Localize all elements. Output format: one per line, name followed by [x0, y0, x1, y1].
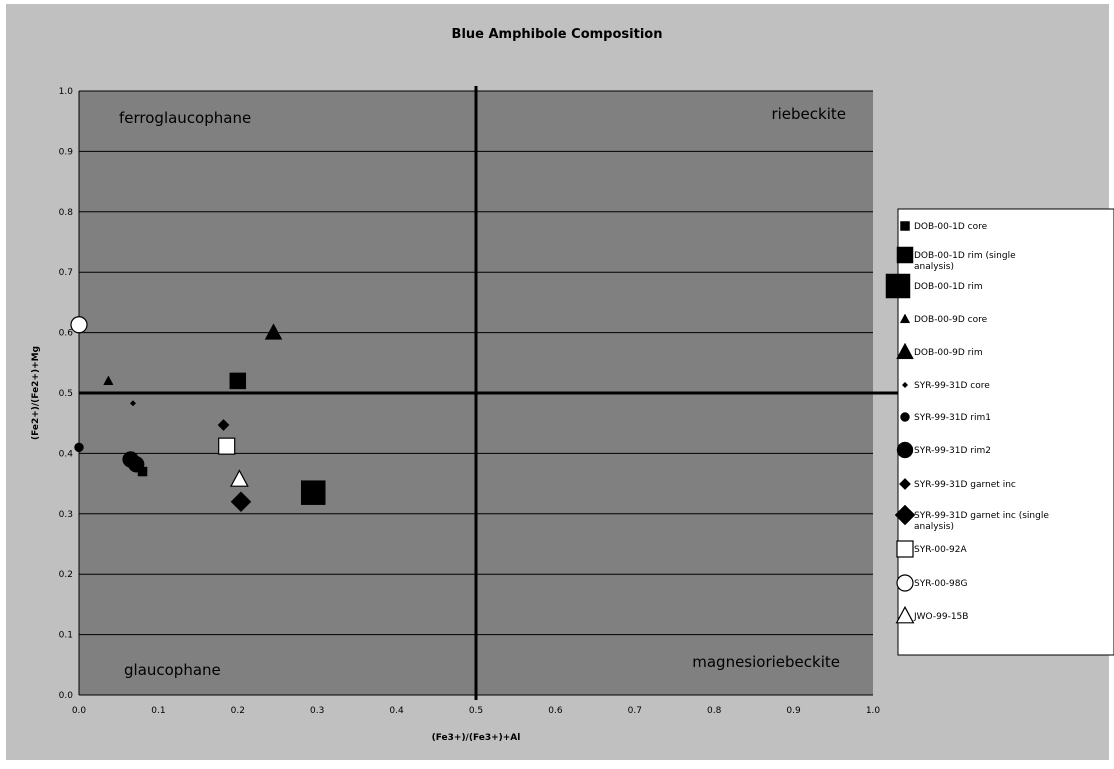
x-tick-label: 0.9: [786, 706, 801, 716]
legend-label: SYR-00-98G: [914, 579, 967, 589]
legend-marker-1: [896, 246, 914, 264]
y-tick-label: 0.7: [59, 268, 73, 278]
field-labels: ferroglaucophane riebeckite glaucophane mag…: [119, 105, 846, 679]
legend-marker-3: [899, 313, 911, 324]
field-label-glaucophane: glaucophane: [124, 661, 221, 679]
y-tick-label: 0.0: [59, 691, 74, 701]
legend-marker-10: [896, 540, 914, 558]
x-tick-label: 0.3: [310, 706, 324, 716]
x-tick-label: 0.5: [469, 706, 483, 716]
x-tick-label: 0.6: [548, 706, 563, 716]
legend-label: DOB-00-1D rim (single: [914, 251, 1016, 261]
legend-marker-9: [894, 504, 916, 526]
y-tick-label: 0.6: [59, 329, 74, 339]
data-point-12-0: [229, 469, 249, 487]
data-point-2-0: [300, 480, 326, 505]
data-point-5-0: [129, 400, 137, 407]
x-tick-label: 0.2: [231, 706, 245, 716]
legend-marker-12: [895, 605, 915, 624]
legend-label: DOB-00-1D rim: [914, 282, 983, 292]
x-tick-label: 0.8: [707, 706, 722, 716]
legend-marker-4: [896, 342, 914, 360]
y-tick-label: 0.2: [59, 570, 73, 580]
y-axis-label: (Fe2+)/(Fe2+)+Mg: [31, 346, 41, 440]
legend-label: analysis): [914, 262, 954, 272]
y-tick-label: 0.5: [59, 389, 73, 399]
data-point-1-0: [229, 372, 247, 390]
y-tick-label: 0.1: [59, 631, 73, 641]
legend-box: [897, 208, 1114, 656]
legend-marker-11: [896, 574, 914, 592]
legend-marker-7: [896, 441, 914, 459]
data-point-6-0: [74, 442, 84, 453]
y-tick-label: 0.4: [59, 449, 74, 459]
legend-marker-6: [900, 412, 910, 422]
legend-label: SYR-00-92A: [914, 545, 967, 555]
y-tick-label: 1.0: [59, 87, 74, 97]
data-point-8-0: [217, 419, 230, 431]
legend-label: SYR-99-31D garnet inc: [914, 480, 1016, 490]
field-label-riebeckite: riebeckite: [771, 105, 846, 123]
data-point-3-0: [103, 375, 114, 385]
x-axis-label: (Fe3+)/(Fe3+)+Al: [432, 733, 521, 743]
legend-marker-8: [899, 478, 911, 490]
legend-label: JWO-99-15B: [913, 612, 968, 622]
x-tick-label: 0.4: [389, 706, 404, 716]
y-tick-label: 0.9: [59, 147, 74, 157]
y-tick-label: 0.3: [59, 510, 73, 520]
legend-label: DOB-00-9D rim: [914, 348, 983, 358]
legend-marker-0: [900, 221, 910, 231]
x-tick-label: 1.0: [866, 706, 881, 716]
legend-label: analysis): [914, 522, 954, 532]
x-tick-labels: 0.0 0.1 0.2 0.3 0.4 0.5 0.6 0.7 0.8 0.9 1.0: [72, 706, 881, 716]
data-point-10-0: [218, 437, 236, 455]
data-point-7-1: [127, 456, 145, 473]
field-label-magnesioriebeckite: magnesioriebeckite: [692, 653, 840, 671]
data-point-9-0: [230, 491, 252, 513]
field-label-ferroglaucophane: ferroglaucophane: [119, 109, 251, 127]
x-tick-label: 0.7: [628, 706, 642, 716]
legend-label: DOB-00-9D core: [914, 315, 988, 325]
axes: [78, 91, 873, 696]
x-tick-label: 0.0: [72, 706, 87, 716]
data-markers: [70, 316, 326, 513]
x-tick-label: 0.1: [151, 706, 165, 716]
data-point-4-0: [264, 323, 283, 340]
data-point-11-0: [70, 316, 88, 334]
legend-label: DOB-00-1D core: [914, 222, 988, 232]
legend-label: SYR-99-31D garnet inc (single: [914, 511, 1049, 521]
chart-title: Blue Amphibole Composition: [452, 27, 663, 42]
legend-marker-5: [901, 381, 909, 389]
y-tick-label: 0.8: [59, 208, 74, 218]
legend-marker-2: [885, 273, 911, 299]
legend-label: SYR-99-31D rim2: [914, 446, 991, 456]
y-tick-labels: 0.0 0.1 0.2 0.3 0.4 0.5 0.6 0.7 0.8 0.9 1.0: [59, 87, 74, 701]
legend-label: SYR-99-31D core: [914, 381, 990, 391]
legend-label: SYR-99-31D rim1: [914, 413, 991, 423]
